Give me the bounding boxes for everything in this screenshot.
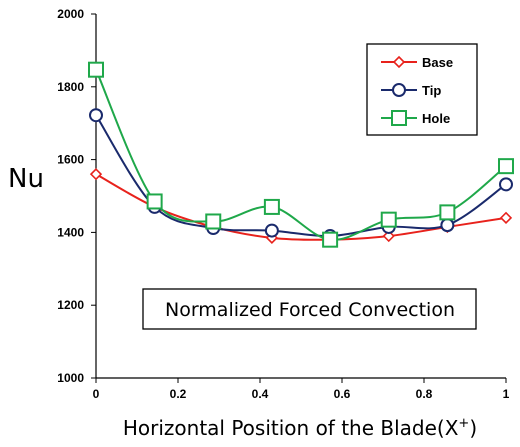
legend: Base Tip Hole xyxy=(366,43,478,136)
data-point-base xyxy=(499,211,513,224)
x-tick-label: 0.4 xyxy=(252,387,269,401)
y-tick-label: 1200 xyxy=(57,298,84,312)
x-tick-label: 0.6 xyxy=(334,387,351,401)
legend-marker-tip xyxy=(392,83,406,97)
x-tick-label: 1 xyxy=(503,387,510,401)
data-point-hole xyxy=(380,211,397,228)
x-axis-label: Horizontal Position of the Blade(X+) xyxy=(123,416,477,440)
series-layer xyxy=(88,61,514,248)
y-tick-label: 1400 xyxy=(57,225,84,239)
data-point-base xyxy=(382,229,395,243)
y-tick-label: 2000 xyxy=(57,7,84,21)
data-point-tip xyxy=(89,108,103,123)
y-axis-ticks: 1000 1200 1400 1600 1800 2000 xyxy=(57,7,96,385)
data-point-tip xyxy=(499,177,513,192)
legend-label-hole: Hole xyxy=(422,111,450,126)
data-point-hole xyxy=(88,61,104,78)
legend-label-tip: Tip xyxy=(422,83,441,98)
legend-marker-base xyxy=(392,55,406,69)
y-tick-label: 1800 xyxy=(57,80,84,94)
data-point-tip xyxy=(440,218,455,233)
data-point-hole xyxy=(498,158,514,175)
data-point-hole xyxy=(322,231,339,248)
y-tick-label: 1600 xyxy=(57,153,84,167)
legend-item-tip: Tip xyxy=(381,83,441,98)
x-tick-label: 0 xyxy=(93,387,100,401)
legend-label-base: Base xyxy=(422,55,453,70)
x-tick-label: 0.2 xyxy=(170,387,187,401)
y-tick-label: 1000 xyxy=(57,371,84,385)
data-point-hole xyxy=(205,213,222,230)
legend-item-hole: Hole xyxy=(381,110,450,126)
data-point-hole xyxy=(263,198,280,215)
series-hole xyxy=(88,61,514,248)
legend-marker-hole xyxy=(391,110,407,126)
data-point-hole xyxy=(439,204,456,221)
x-axis-ticks: 0 0.2 0.4 0.6 0.8 1 xyxy=(93,378,510,401)
data-point-hole xyxy=(146,193,163,210)
annotation-box: Normalized Forced Convection xyxy=(142,288,477,330)
annotation-text: Normalized Forced Convection xyxy=(165,299,455,321)
x-tick-label: 0.8 xyxy=(416,387,433,401)
y-axis-label: Nu xyxy=(8,164,44,194)
data-point-base xyxy=(89,168,103,181)
data-point-tip xyxy=(264,223,279,238)
legend-item-base: Base xyxy=(381,55,453,70)
